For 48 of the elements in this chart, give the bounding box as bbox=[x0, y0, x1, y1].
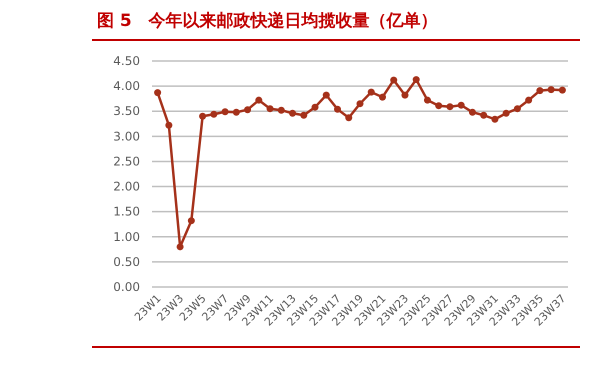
y-tick-label: 0.50 bbox=[113, 254, 140, 269]
y-tick-label: 1.50 bbox=[113, 204, 140, 219]
y-tick-label: 2.50 bbox=[113, 154, 140, 168]
point bbox=[435, 102, 442, 110]
y-tick-label: 2.00 bbox=[113, 180, 140, 194]
point bbox=[312, 104, 319, 111]
point bbox=[289, 110, 296, 117]
point bbox=[378, 94, 386, 101]
point bbox=[165, 122, 172, 129]
point bbox=[345, 114, 352, 122]
y-tick-label: 4.00 bbox=[113, 79, 140, 94]
point bbox=[536, 87, 544, 94]
point bbox=[176, 243, 184, 250]
point bbox=[278, 106, 285, 114]
point bbox=[300, 112, 308, 119]
y-tick-label: 3.00 bbox=[113, 129, 140, 144]
point bbox=[424, 96, 431, 104]
point bbox=[412, 76, 420, 84]
y-tick-label: 4.50 bbox=[113, 54, 140, 68]
point bbox=[480, 112, 488, 119]
point bbox=[491, 116, 498, 123]
point bbox=[244, 106, 252, 114]
point bbox=[446, 103, 454, 110]
y-tick-label: 0.00 bbox=[113, 280, 140, 294]
y-tick-label: 3.50 bbox=[113, 104, 140, 118]
point bbox=[232, 108, 240, 116]
point bbox=[548, 86, 555, 94]
point bbox=[525, 96, 532, 104]
y-tick-label: 1.00 bbox=[113, 230, 140, 244]
point bbox=[458, 102, 465, 109]
point bbox=[334, 106, 342, 113]
point bbox=[188, 217, 195, 224]
point bbox=[514, 105, 521, 112]
point bbox=[255, 96, 262, 104]
point bbox=[199, 112, 206, 120]
point bbox=[222, 108, 229, 116]
point bbox=[558, 86, 566, 94]
point bbox=[154, 89, 162, 96]
point bbox=[368, 88, 375, 96]
point bbox=[390, 76, 398, 84]
title: 图 5 今年以来邮政快递日均揽收量（亿单） bbox=[97, 11, 438, 31]
point bbox=[322, 92, 330, 99]
point bbox=[356, 100, 364, 108]
point bbox=[266, 105, 274, 112]
point bbox=[468, 108, 476, 116]
point bbox=[502, 110, 510, 117]
point bbox=[210, 110, 218, 118]
point bbox=[401, 92, 408, 99]
